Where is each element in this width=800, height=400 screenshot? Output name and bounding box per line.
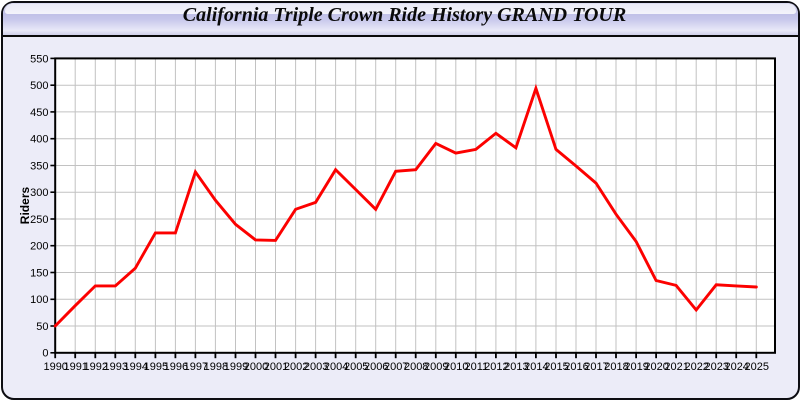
svg-text:350: 350 [30, 160, 48, 172]
svg-text:2024: 2024 [724, 361, 748, 373]
svg-text:1997: 1997 [184, 361, 208, 373]
svg-text:2019: 2019 [624, 361, 648, 373]
svg-text:2022: 2022 [684, 361, 708, 373]
svg-text:1999: 1999 [224, 361, 248, 373]
svg-text:2006: 2006 [364, 361, 388, 373]
svg-text:400: 400 [30, 134, 48, 146]
svg-text:2009: 2009 [424, 361, 448, 373]
svg-text:2007: 2007 [384, 361, 408, 373]
svg-text:1992: 1992 [84, 361, 108, 373]
svg-text:2015: 2015 [544, 361, 568, 373]
svg-text:1991: 1991 [63, 361, 87, 373]
svg-text:2012: 2012 [484, 361, 508, 373]
svg-text:450: 450 [30, 107, 48, 119]
svg-text:1994: 1994 [124, 361, 148, 373]
svg-text:100: 100 [30, 294, 48, 306]
svg-text:2008: 2008 [404, 361, 428, 373]
svg-text:2014: 2014 [524, 361, 548, 373]
svg-text:2004: 2004 [324, 361, 348, 373]
svg-text:1995: 1995 [144, 361, 168, 373]
svg-text:0: 0 [42, 348, 48, 360]
svg-text:Riders: Riders [18, 187, 32, 225]
svg-text:2005: 2005 [344, 361, 368, 373]
svg-text:2020: 2020 [644, 361, 668, 373]
svg-text:2000: 2000 [244, 361, 268, 373]
svg-text:2017: 2017 [584, 361, 608, 373]
svg-text:1998: 1998 [204, 361, 228, 373]
svg-text:2011: 2011 [464, 361, 488, 373]
svg-text:2018: 2018 [604, 361, 628, 373]
svg-text:250: 250 [30, 214, 48, 226]
svg-text:2010: 2010 [444, 361, 468, 373]
svg-text:500: 500 [30, 80, 48, 92]
svg-text:1996: 1996 [164, 361, 188, 373]
svg-text:2021: 2021 [664, 361, 688, 373]
svg-text:2023: 2023 [704, 361, 728, 373]
svg-text:2003: 2003 [304, 361, 328, 373]
svg-text:550: 550 [30, 53, 48, 65]
svg-text:2025: 2025 [745, 361, 769, 373]
svg-text:300: 300 [30, 187, 48, 199]
svg-text:50: 50 [36, 321, 48, 333]
svg-text:1993: 1993 [104, 361, 128, 373]
svg-text:2016: 2016 [564, 361, 588, 373]
svg-text:200: 200 [30, 241, 48, 253]
svg-text:2001: 2001 [264, 361, 288, 373]
svg-text:1990: 1990 [43, 361, 67, 373]
svg-text:2002: 2002 [284, 361, 308, 373]
svg-text:2013: 2013 [504, 361, 528, 373]
svg-text:150: 150 [30, 267, 48, 279]
